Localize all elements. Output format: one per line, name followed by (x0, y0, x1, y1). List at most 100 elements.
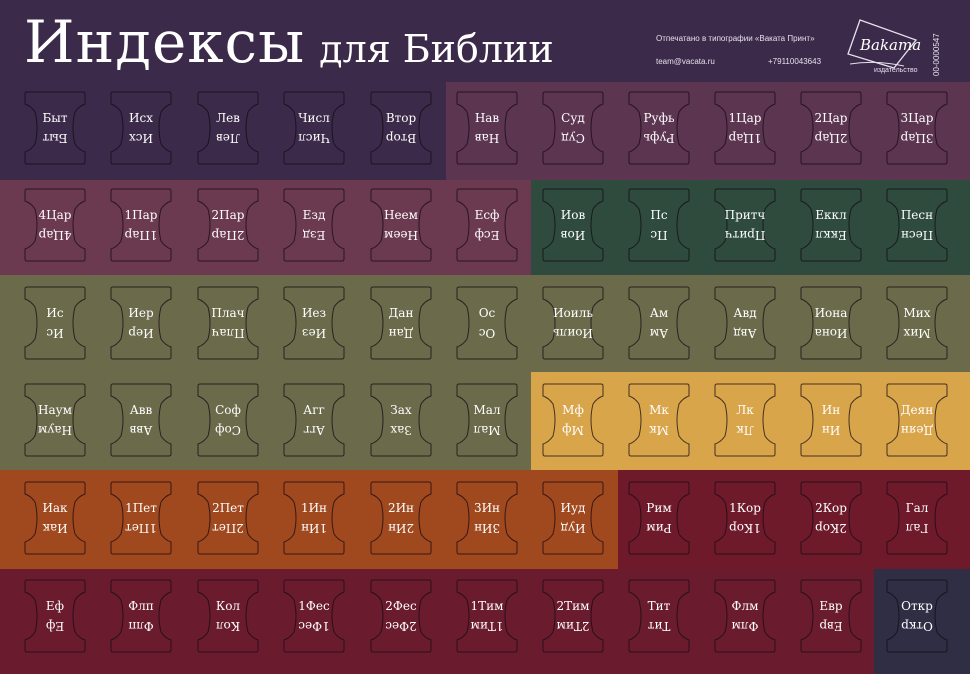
tab-label: Иоиль (553, 306, 593, 320)
tab-41: Мк Мк (627, 382, 691, 458)
band-row3 (0, 275, 970, 372)
tab-44: Деян Деян (885, 382, 949, 458)
tab-55: Гал Гал (885, 480, 949, 556)
tab-label: Зах (390, 403, 412, 417)
tab-56: Еф Еф (23, 578, 87, 654)
tab-28: Ос Ос (455, 285, 519, 361)
tab-label-inverted: Еф (45, 619, 65, 633)
tab-53: 1Кор 1Кор (713, 480, 777, 556)
tab-17: Есф Есф (455, 187, 519, 263)
tab-label-inverted: Гал (905, 521, 929, 535)
tab-label: Гал (905, 501, 929, 515)
tab-label: Флп (128, 599, 154, 613)
tab-31: Авд Авд (713, 285, 777, 361)
tab-51: Иуд Иуд (541, 480, 605, 556)
tab-label: 1Кор (729, 501, 761, 515)
tab-label-inverted: Флм (731, 619, 759, 633)
tab-label: Ис (46, 306, 64, 320)
tab-label-inverted: Мал (473, 423, 501, 437)
tab-label-inverted: 3Ин (473, 521, 501, 535)
tab-label-inverted: Числ (298, 131, 330, 145)
tab-3: Лев Лев (196, 90, 260, 166)
tab-label-inverted: Пс (650, 228, 668, 242)
tab-label-inverted: Авв (129, 423, 153, 437)
tab-label-inverted: Соф (215, 423, 241, 437)
tab-label: Авд (733, 306, 757, 320)
tab-label: Притч (724, 208, 766, 222)
tab-label: Лев (216, 111, 240, 125)
tab-13: 1Пар 1Пар (109, 187, 173, 263)
tab-label: Пс (650, 208, 668, 222)
tab-24: Иер Иер (109, 285, 173, 361)
band-row4-right (531, 372, 970, 470)
tab-label-inverted: Авд (733, 326, 757, 340)
tab-label-inverted: Зах (390, 423, 412, 437)
tab-label: Иер (128, 306, 154, 320)
tab-label-inverted: Плач (211, 326, 245, 340)
tab-label-inverted: 2Ин (387, 521, 415, 535)
tab-label-inverted: Дан (388, 326, 414, 340)
tab-label-inverted: Деян (900, 423, 934, 437)
tab-label-inverted: 2Фес (385, 619, 417, 633)
tab-23: Ис Ис (23, 285, 87, 361)
tab-label: Мих (903, 306, 931, 320)
tab-label: Неем (383, 208, 418, 222)
tab-label-inverted: Мих (903, 326, 931, 340)
tab-label: Кол (215, 599, 241, 613)
tab-label: Числ (298, 111, 330, 125)
tab-label-inverted: Нав (474, 131, 500, 145)
tab-33: Мих Мих (885, 285, 949, 361)
title-main: Индексы (24, 8, 306, 76)
tab-50: 3Ин 3Ин (455, 480, 519, 556)
band-row5-left (0, 470, 618, 569)
tab-label: Иона (814, 306, 848, 320)
tab-2: Исх Исх (109, 90, 173, 166)
tab-label-inverted: Притч (724, 228, 766, 242)
tab-label-inverted: Тит (647, 619, 671, 633)
tab-label: Мк (649, 403, 669, 417)
tab-18: Иов Иов (541, 187, 605, 263)
tab-label-inverted: Лк (736, 423, 754, 437)
tab-label: Агг (303, 403, 325, 417)
tab-label-inverted: Езд (302, 228, 326, 242)
tab-label-inverted: Иак (42, 521, 68, 535)
tab-label-inverted: 2Пет (212, 521, 244, 535)
tab-label: 3Ин (473, 501, 501, 515)
tab-label-inverted: Иер (128, 326, 154, 340)
tab-35: Авв Авв (109, 382, 173, 458)
tab-label-inverted: Флп (128, 619, 154, 633)
tab-30: Ам Ам (627, 285, 691, 361)
tab-label: 1Фес (298, 599, 330, 613)
tab-label-inverted: 2Пар (211, 228, 245, 242)
tab-label: Тит (647, 599, 671, 613)
tab-label: Дан (388, 306, 414, 320)
phone-text: +79110043643 (768, 57, 822, 66)
tab-54: 2Кор 2Кор (799, 480, 863, 556)
tab-label-inverted: Мф (562, 423, 584, 437)
tab-4: Числ Числ (282, 90, 346, 166)
tab-label: Ос (478, 306, 496, 320)
tab-label-inverted: Откр (901, 619, 933, 633)
tab-48: 1Ин 1Ин (282, 480, 346, 556)
tab-15: Езд Езд (282, 187, 346, 263)
tab-label: 2Цар (814, 111, 848, 125)
tab-label: 1Тим (470, 599, 504, 613)
tab-label-inverted: Иуд (560, 521, 586, 535)
tab-label-inverted: 2Кор (815, 521, 847, 535)
tab-label: 1Ин (300, 501, 328, 515)
tab-label-inverted: Ам (649, 326, 669, 340)
tab-label: Плач (211, 306, 245, 320)
tab-label-inverted: Мк (649, 423, 669, 437)
tab-64: Флм Флм (713, 578, 777, 654)
tab-label-inverted: Иез (301, 326, 327, 340)
tab-43: Ин Ин (799, 382, 863, 458)
tab-38: Зах Зах (369, 382, 433, 458)
tab-label-inverted: 1Пет (125, 521, 157, 535)
page-title: Индексы для Библии (24, 8, 554, 76)
tab-label-inverted: 1Ин (300, 521, 328, 535)
tab-label: Авв (129, 403, 153, 417)
publisher-logo: Bakama издательство (846, 16, 926, 74)
tab-label-inverted: Неем (384, 228, 419, 242)
tab-label: Иуд (560, 501, 586, 515)
tab-label: Песн (900, 208, 934, 222)
